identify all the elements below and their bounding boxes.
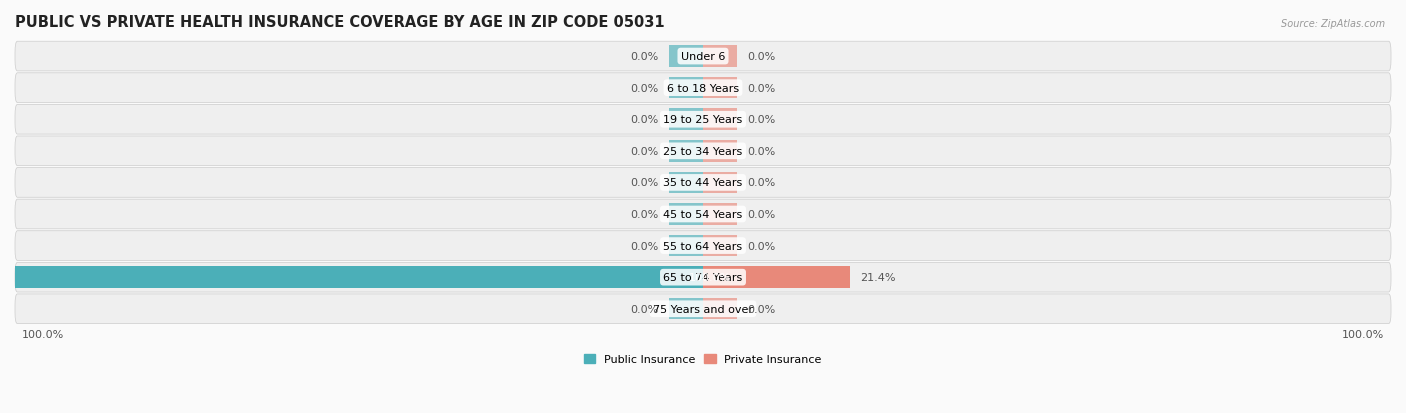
- Text: 0.0%: 0.0%: [748, 115, 776, 125]
- Text: 0.0%: 0.0%: [630, 241, 658, 251]
- Text: 0.0%: 0.0%: [630, 83, 658, 93]
- Bar: [703, 235, 737, 257]
- Bar: [669, 204, 703, 225]
- Bar: [703, 172, 737, 194]
- Text: 55 to 64 Years: 55 to 64 Years: [664, 241, 742, 251]
- Bar: [703, 109, 737, 131]
- FancyBboxPatch shape: [15, 231, 1391, 261]
- FancyBboxPatch shape: [15, 199, 1391, 229]
- Text: 0.0%: 0.0%: [748, 304, 776, 314]
- FancyBboxPatch shape: [15, 137, 1391, 166]
- FancyBboxPatch shape: [15, 42, 1391, 72]
- Bar: [669, 141, 703, 162]
- Text: 19 to 25 Years: 19 to 25 Years: [664, 115, 742, 125]
- Text: 0.0%: 0.0%: [630, 52, 658, 62]
- Text: 0.0%: 0.0%: [748, 83, 776, 93]
- Text: 0.0%: 0.0%: [748, 241, 776, 251]
- Legend: Public Insurance, Private Insurance: Public Insurance, Private Insurance: [579, 350, 827, 369]
- Bar: [669, 172, 703, 194]
- Text: 0.0%: 0.0%: [748, 178, 776, 188]
- FancyBboxPatch shape: [15, 263, 1391, 292]
- Text: 0.0%: 0.0%: [630, 209, 658, 219]
- Bar: [669, 235, 703, 257]
- FancyBboxPatch shape: [15, 105, 1391, 135]
- Text: 100.0%: 100.0%: [689, 273, 731, 282]
- Bar: [703, 298, 737, 320]
- Text: 0.0%: 0.0%: [630, 304, 658, 314]
- Text: 100.0%: 100.0%: [22, 330, 65, 339]
- Text: Source: ZipAtlas.com: Source: ZipAtlas.com: [1281, 19, 1385, 28]
- Bar: [703, 204, 737, 225]
- Bar: [669, 109, 703, 131]
- Bar: [703, 78, 737, 99]
- Text: 45 to 54 Years: 45 to 54 Years: [664, 209, 742, 219]
- Text: 21.4%: 21.4%: [860, 273, 896, 282]
- Text: 75 Years and over: 75 Years and over: [652, 304, 754, 314]
- Text: 100.0%: 100.0%: [1341, 330, 1384, 339]
- Text: 35 to 44 Years: 35 to 44 Years: [664, 178, 742, 188]
- Text: 0.0%: 0.0%: [748, 52, 776, 62]
- FancyBboxPatch shape: [15, 294, 1391, 324]
- Bar: [669, 46, 703, 68]
- FancyBboxPatch shape: [15, 74, 1391, 103]
- Text: 25 to 34 Years: 25 to 34 Years: [664, 147, 742, 157]
- Bar: [15, 267, 703, 288]
- Text: 0.0%: 0.0%: [630, 115, 658, 125]
- Text: PUBLIC VS PRIVATE HEALTH INSURANCE COVERAGE BY AGE IN ZIP CODE 05031: PUBLIC VS PRIVATE HEALTH INSURANCE COVER…: [15, 15, 665, 30]
- Text: 0.0%: 0.0%: [748, 209, 776, 219]
- FancyBboxPatch shape: [15, 168, 1391, 198]
- Bar: [703, 141, 737, 162]
- Bar: [669, 298, 703, 320]
- Bar: [703, 46, 737, 68]
- Text: 0.0%: 0.0%: [748, 147, 776, 157]
- Text: Under 6: Under 6: [681, 52, 725, 62]
- Bar: [703, 267, 851, 288]
- Text: 0.0%: 0.0%: [630, 147, 658, 157]
- Text: 0.0%: 0.0%: [630, 178, 658, 188]
- Text: 65 to 74 Years: 65 to 74 Years: [664, 273, 742, 282]
- Bar: [669, 78, 703, 99]
- Text: 6 to 18 Years: 6 to 18 Years: [666, 83, 740, 93]
